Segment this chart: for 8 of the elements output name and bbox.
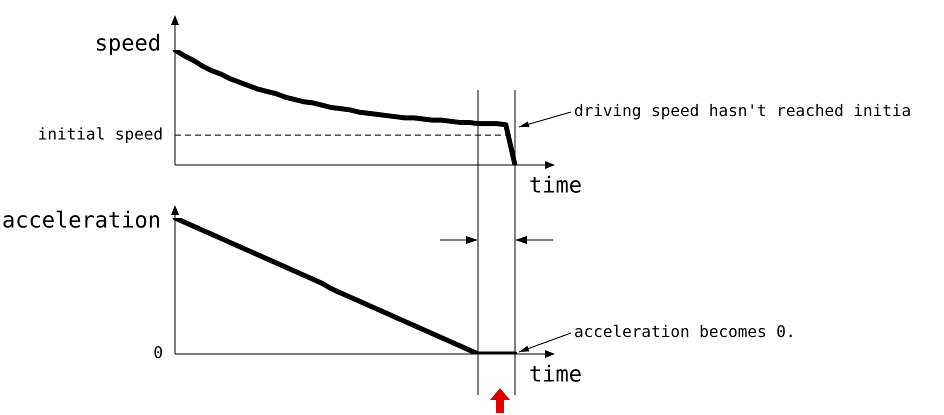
x-axis-title: time [529,174,582,199]
text: 0 [153,343,163,362]
y-axis-title: speed [94,32,161,57]
ref-line-label: initial speed [38,124,163,144]
text: driving speed hasn't reached initia [574,101,912,120]
y-axis-title: acceleration [2,208,161,234]
x-axis-title: time [529,362,582,388]
text: acceleration becomes 0. [574,322,796,342]
